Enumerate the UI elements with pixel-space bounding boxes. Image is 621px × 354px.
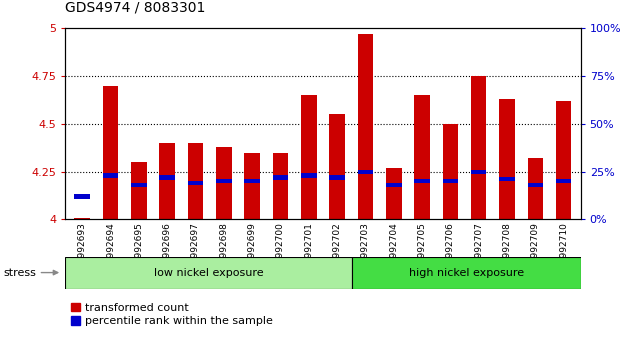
Bar: [75, 218, 90, 219]
Bar: [351, 257, 581, 289]
Bar: [244, 179, 260, 183]
Bar: [358, 34, 373, 219]
Bar: [131, 162, 147, 219]
Bar: [216, 147, 232, 219]
Bar: [358, 170, 373, 174]
Bar: [244, 153, 260, 219]
Bar: [527, 158, 543, 219]
Bar: [414, 179, 430, 183]
Text: stress: stress: [3, 268, 36, 278]
Bar: [329, 175, 345, 179]
Bar: [301, 95, 317, 219]
Bar: [102, 173, 119, 178]
Bar: [443, 124, 458, 219]
Bar: [273, 153, 288, 219]
Bar: [499, 99, 515, 219]
Bar: [556, 179, 571, 183]
Bar: [188, 143, 203, 219]
Bar: [414, 95, 430, 219]
Bar: [386, 168, 402, 219]
Bar: [301, 173, 317, 178]
Text: high nickel exposure: high nickel exposure: [409, 268, 524, 278]
Bar: [471, 76, 486, 219]
Legend: transformed count, percentile rank within the sample: transformed count, percentile rank withi…: [71, 303, 273, 326]
Bar: [65, 257, 351, 289]
Bar: [102, 86, 119, 219]
Bar: [329, 114, 345, 219]
Bar: [273, 175, 288, 179]
Bar: [471, 170, 486, 174]
Bar: [216, 179, 232, 183]
Bar: [527, 183, 543, 187]
Text: GDS4974 / 8083301: GDS4974 / 8083301: [65, 0, 206, 14]
Bar: [499, 177, 515, 182]
Bar: [188, 181, 203, 185]
Bar: [160, 143, 175, 219]
Bar: [443, 179, 458, 183]
Bar: [556, 101, 571, 219]
Text: low nickel exposure: low nickel exposure: [153, 268, 263, 278]
Bar: [386, 183, 402, 187]
Bar: [131, 183, 147, 187]
Bar: [160, 175, 175, 179]
Bar: [75, 194, 90, 199]
